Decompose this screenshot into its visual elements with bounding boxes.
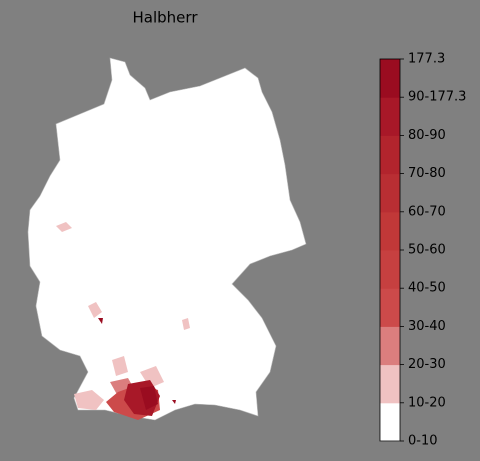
map-title: Halbherr bbox=[133, 9, 199, 27]
colorbar-label: 60-70 bbox=[408, 204, 446, 219]
colorbar-band bbox=[380, 364, 400, 404]
colorbar-band bbox=[380, 288, 400, 327]
colorbar-label: 30-40 bbox=[408, 319, 446, 334]
colorbar-band bbox=[380, 211, 400, 251]
colorbar: 0-10 10-20 20-30 30-40 40-50 50-60 60-70 70-80 8… bbox=[379, 52, 466, 449]
region bbox=[112, 356, 128, 376]
region bbox=[56, 222, 72, 232]
colorbar-band bbox=[380, 135, 400, 175]
colorbar-label: 50-60 bbox=[408, 243, 446, 258]
country-shape bbox=[27, 57, 307, 421]
colorbar-band bbox=[380, 173, 400, 213]
colorbar-label: 40-50 bbox=[408, 281, 446, 296]
colorbar-label: 10-20 bbox=[408, 395, 446, 410]
region bbox=[172, 400, 176, 404]
region bbox=[140, 366, 164, 388]
colorbar-label: 20-30 bbox=[408, 357, 446, 372]
region bbox=[182, 318, 190, 330]
colorbar-band bbox=[380, 97, 400, 136]
germany-map bbox=[27, 57, 307, 421]
region bbox=[140, 386, 158, 410]
colorbar-band bbox=[380, 402, 400, 442]
region bbox=[98, 318, 103, 324]
region bbox=[88, 302, 102, 318]
colorbar-label: 177.3 bbox=[408, 52, 445, 67]
colorbar-label: 80-90 bbox=[408, 128, 446, 143]
colorbar-label: 70-80 bbox=[408, 166, 446, 181]
colorbar-band bbox=[380, 326, 400, 366]
colorbar-label: 90-177.3 bbox=[408, 90, 466, 105]
colorbar-band bbox=[380, 250, 400, 289]
colorbar-band bbox=[380, 59, 400, 98]
colorbar-label: 0-10 bbox=[408, 434, 438, 449]
region bbox=[74, 390, 104, 410]
